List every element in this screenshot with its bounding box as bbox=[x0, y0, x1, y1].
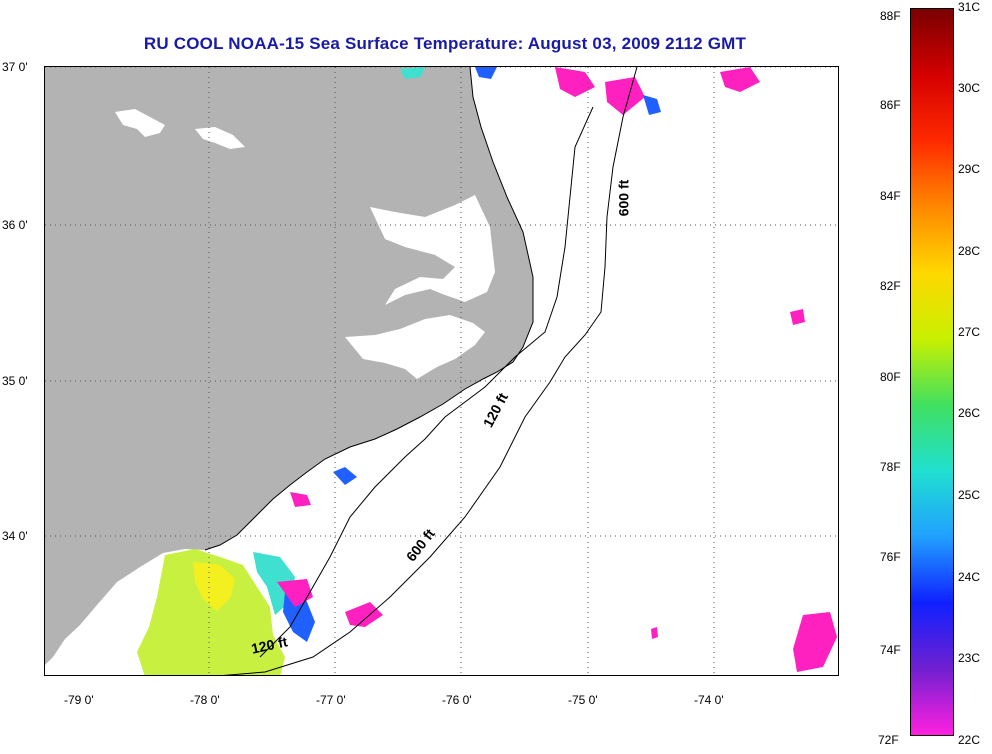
colorbar-tick-c: 29C bbox=[958, 162, 981, 176]
lat-label: 34 0' bbox=[2, 529, 28, 543]
colorbar-tick-f: 78F bbox=[880, 460, 901, 474]
sst-patch-magenta bbox=[277, 579, 313, 607]
lon-label: -76 0' bbox=[442, 693, 472, 707]
lon-label: -75 0' bbox=[568, 693, 598, 707]
grid-lines bbox=[45, 67, 838, 675]
colorbar-tick-f: 86F bbox=[880, 98, 901, 112]
lon-label: -77 0' bbox=[316, 693, 346, 707]
lake bbox=[115, 109, 165, 137]
colorbar-tick-c: 27C bbox=[958, 325, 981, 339]
coastline bbox=[204, 67, 534, 551]
sst-patch-magenta bbox=[290, 492, 311, 507]
lat-label: 36 0' bbox=[2, 218, 28, 232]
map-title: RU COOL NOAA-15 Sea Surface Temperature:… bbox=[143, 34, 747, 53]
colorbar-tick-f: 88F bbox=[880, 9, 901, 23]
lon-label: -79 0' bbox=[64, 693, 94, 707]
colorbar-tick-c: 31C bbox=[958, 0, 981, 14]
colorbar-tick-c: 30C bbox=[958, 81, 981, 95]
sst-patch-magenta bbox=[605, 77, 645, 115]
colorbar-tick-c: 28C bbox=[958, 244, 981, 258]
lake bbox=[195, 127, 245, 149]
sst-patch-magenta bbox=[345, 602, 383, 627]
sound bbox=[345, 315, 485, 379]
colorbar-tick-c: 23C bbox=[958, 651, 981, 665]
colorbar-tick-f: 72F bbox=[878, 733, 899, 747]
lat-label: 37 0' bbox=[2, 60, 28, 74]
colorbar-tick-c: 25C bbox=[958, 488, 981, 502]
map-canvas bbox=[45, 67, 838, 675]
colorbar-tick-c: 22C bbox=[958, 733, 981, 747]
sst-patch-warm bbox=[137, 549, 285, 675]
temperature-colorbar bbox=[910, 8, 954, 736]
bathymetry-contours bbox=[222, 67, 638, 675]
sst-patch-magenta bbox=[790, 309, 805, 325]
sst-patch-magenta bbox=[720, 67, 760, 92]
sst-patch-cyan bbox=[400, 67, 425, 79]
sst-patch-blue bbox=[643, 95, 661, 115]
colorbar-tick-f: 84F bbox=[880, 189, 901, 203]
sst-patch-magenta bbox=[793, 612, 837, 672]
sst-patch-magenta bbox=[651, 627, 658, 639]
lat-label: 35 0' bbox=[2, 374, 28, 388]
colorbar-tick-c: 26C bbox=[958, 406, 981, 420]
sst-map: 600 ft 120 ft 600 ft 120 ft bbox=[44, 66, 839, 676]
colorbar-tick-f: 80F bbox=[880, 370, 901, 384]
contour-label-600ft-north: 600 ft bbox=[615, 179, 632, 217]
sst-patch-yellow bbox=[193, 562, 235, 611]
lon-label: -74 0' bbox=[694, 693, 724, 707]
sst-patch-magenta bbox=[555, 67, 595, 97]
colorbar-tick-f: 82F bbox=[880, 279, 901, 293]
colorbar-tick-f: 76F bbox=[880, 550, 901, 564]
sst-patch-blue bbox=[475, 67, 497, 79]
sst-patch-blue bbox=[333, 467, 357, 485]
sst-patch-blue bbox=[283, 592, 315, 642]
colorbar-tick-c: 24C bbox=[958, 570, 981, 584]
lon-label: -78 0' bbox=[190, 693, 220, 707]
colorbar-tick-f: 74F bbox=[880, 643, 901, 657]
sound bbox=[370, 195, 495, 305]
